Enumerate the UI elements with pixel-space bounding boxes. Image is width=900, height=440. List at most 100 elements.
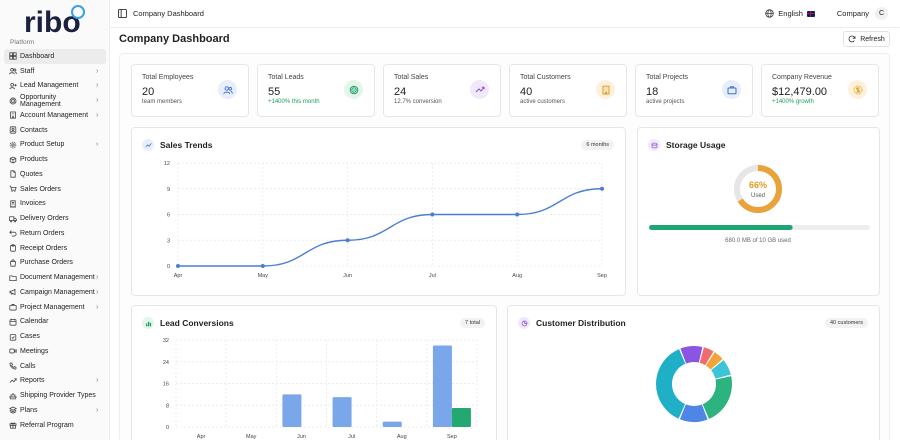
- x-tick-label: May: [258, 273, 269, 279]
- data-point[interactable]: [430, 212, 435, 217]
- sales-trends-badge: 6 months: [581, 140, 614, 150]
- sidebar-item-sales-orders[interactable]: Sales Orders: [4, 182, 106, 197]
- briefcase-icon: [722, 80, 741, 99]
- lead-conversions-title: Lead Conversions: [160, 318, 234, 328]
- customer-distribution-badge: 40 customers: [824, 318, 868, 328]
- trend-icon: [9, 377, 17, 385]
- sidebar-toggle-icon[interactable]: [118, 9, 127, 18]
- sidebar-item-account-management[interactable]: Account Management ›: [4, 108, 106, 123]
- sidebar-item-reports[interactable]: Reports ›: [4, 374, 106, 389]
- stat-subtitle: active projects: [646, 99, 685, 105]
- sidebar-item-invoices[interactable]: Invoices: [4, 197, 106, 212]
- sidebar-item-opportunity-management[interactable]: Opportunity Management ›: [4, 93, 106, 108]
- sidebar-item-label: Purchase Orders: [20, 259, 73, 267]
- page-title: Company Dashboard: [119, 33, 230, 45]
- sidebar-item-label: Shipping Provider Types: [20, 392, 96, 400]
- sidebar-item-plans[interactable]: Plans ›: [4, 403, 106, 418]
- refresh-button[interactable]: Refresh: [843, 31, 890, 47]
- sidebar-item-calendar[interactable]: Calendar: [4, 315, 106, 330]
- sidebar-item-cases[interactable]: Cases: [4, 329, 106, 344]
- dashboard-panel: Total Employees 20 team members Total Leads…: [119, 53, 890, 440]
- bar[interactable]: [332, 397, 352, 427]
- sidebar-item-products[interactable]: Products: [4, 152, 106, 167]
- ribo-logo[interactable]: ribo: [22, 2, 92, 38]
- x-tick-label: Jun: [343, 273, 352, 279]
- return-icon: [9, 229, 17, 237]
- sidebar-item-project-management[interactable]: Project Management ›: [4, 300, 106, 315]
- sidebar-item-campaign-management[interactable]: Campaign Management ›: [4, 285, 106, 300]
- bar[interactable]: [451, 407, 471, 427]
- donut-slice[interactable]: [680, 346, 703, 364]
- data-point[interactable]: [600, 186, 604, 191]
- donut-slice[interactable]: [706, 352, 723, 370]
- stat-card-total-sales: Total Sales 24 12.7% conversion: [383, 64, 501, 117]
- donut-slice[interactable]: [711, 360, 731, 379]
- chevron-right-icon: ›: [96, 111, 99, 119]
- truck-icon: [9, 215, 17, 223]
- company-label: Company: [836, 9, 869, 18]
- sidebar-item-meetings[interactable]: Meetings: [4, 344, 106, 359]
- storage-used-label: Used: [751, 193, 765, 199]
- sidebar-item-label: Contacts: [20, 126, 48, 134]
- chevron-right-icon: ›: [96, 141, 99, 149]
- bar-chart-icon: [142, 317, 154, 329]
- stat-value: 24: [394, 86, 407, 98]
- database-icon: [648, 139, 660, 151]
- target-icon: [9, 97, 17, 105]
- company-menu[interactable]: Company C: [837, 7, 888, 20]
- data-point[interactable]: [345, 238, 350, 243]
- customer-distribution-title: Customer Distribution: [536, 318, 626, 328]
- stat-card-total-customers: Total Customers 40 active customers: [509, 64, 627, 117]
- sidebar-item-referral-program[interactable]: Referral Program: [4, 418, 106, 433]
- video-icon: [9, 347, 17, 355]
- stat-subtitle: +1400% this month: [268, 99, 320, 105]
- language-selector[interactable]: English: [765, 9, 815, 18]
- sidebar-item-contacts[interactable]: Contacts: [4, 123, 106, 138]
- stat-title: Total Employees: [142, 74, 194, 81]
- data-point[interactable]: [176, 264, 180, 268]
- sidebar-item-quotes[interactable]: Quotes: [4, 167, 106, 182]
- bar[interactable]: [432, 345, 452, 427]
- sidebar-item-receipt-orders[interactable]: Receipt Orders: [4, 241, 106, 256]
- language-label: English: [778, 9, 803, 18]
- sidebar-item-shipping-provider-types[interactable]: Shipping Provider Types: [4, 388, 106, 403]
- users-icon: [9, 67, 17, 75]
- sidebar-item-dashboard[interactable]: Dashboard: [4, 49, 106, 64]
- donut-slice[interactable]: [702, 376, 732, 419]
- bar[interactable]: [382, 421, 402, 427]
- sidebar-item-calls[interactable]: Calls: [4, 359, 106, 374]
- data-point[interactable]: [515, 212, 520, 217]
- refresh-icon: [848, 35, 856, 43]
- x-tick-label: Sep: [597, 273, 607, 279]
- stat-value: 55: [268, 86, 281, 98]
- sidebar-item-delivery-orders[interactable]: Delivery Orders: [4, 211, 106, 226]
- y-tick-label: 6: [167, 213, 170, 219]
- donut-slice[interactable]: [656, 349, 686, 419]
- stat-value: 20: [142, 86, 155, 98]
- sidebar-item-lead-management[interactable]: Lead Management ›: [4, 79, 106, 94]
- receipt-icon: [9, 200, 17, 208]
- bar[interactable]: [282, 394, 302, 427]
- sidebar-item-label: Cases: [20, 333, 40, 341]
- sidebar-item-document-management[interactable]: Document Management ›: [4, 270, 106, 285]
- donut-slice[interactable]: [699, 347, 714, 366]
- donut-slice[interactable]: [679, 404, 708, 422]
- sidebar-item-staff[interactable]: Staff ›: [4, 64, 106, 79]
- sidebar-item-label: Plans: [20, 406, 38, 414]
- sidebar: ribo Platform Dashboard Staff › Lead Manage…: [0, 0, 110, 440]
- sidebar-item-purchase-orders[interactable]: Purchase Orders: [4, 256, 106, 271]
- sidebar-item-return-orders[interactable]: Return Orders: [4, 226, 106, 241]
- y-tick-label: 9: [167, 187, 170, 193]
- sidebar-item-label: Opportunity Management: [20, 93, 61, 108]
- customer-distribution-card: Customer Distribution 40 customers: [507, 305, 880, 440]
- data-point[interactable]: [260, 264, 265, 268]
- avatar[interactable]: C: [875, 7, 888, 20]
- stat-card-company-revenue: Company Revenue $12,479.00 +1400% growth: [761, 64, 879, 117]
- case-icon: [9, 333, 17, 341]
- briefcase-icon: [9, 303, 17, 311]
- storage-detail: 680.0 MB of 10 GB used: [725, 238, 791, 244]
- sidebar-item-label: Delivery Orders: [20, 215, 69, 223]
- sidebar-item-product-setup[interactable]: Product Setup ›: [4, 138, 106, 153]
- topbar: Company Dashboard English Company C: [110, 0, 900, 28]
- x-tick-label: Aug: [512, 273, 522, 279]
